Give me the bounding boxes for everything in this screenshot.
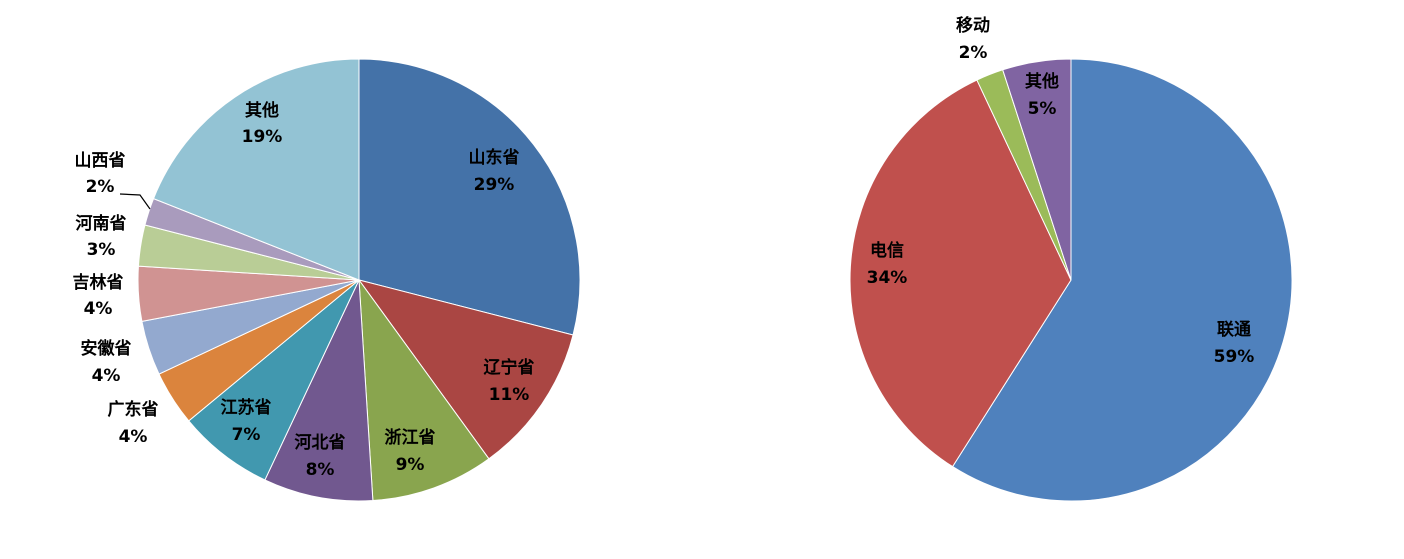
slice-label: 河南省 bbox=[76, 213, 127, 234]
slice-label: 安徽省 bbox=[81, 338, 132, 359]
slice-label: 其他 bbox=[245, 100, 279, 121]
pie-slice bbox=[264, 279, 374, 502]
pie-slice bbox=[357, 279, 574, 460]
slice-percent-label: 29% bbox=[474, 175, 515, 195]
slice-percent-label: 8% bbox=[306, 460, 335, 480]
pie-slice bbox=[152, 58, 360, 281]
slice-percent-label: 4% bbox=[119, 427, 148, 447]
slice-label: 江苏省 bbox=[221, 397, 272, 418]
slice-percent-label: 3% bbox=[87, 240, 116, 260]
slice-percent-label: 19% bbox=[242, 127, 283, 147]
leader-line bbox=[119, 193, 151, 210]
slice-percent-label: 11% bbox=[489, 385, 530, 405]
pie-slice bbox=[358, 58, 581, 336]
slice-label: 移动 bbox=[956, 15, 990, 36]
pie-slice bbox=[1002, 58, 1072, 281]
slice-percent-label: 9% bbox=[396, 455, 425, 475]
slice-percent-label: 34% bbox=[867, 268, 908, 288]
slice-label: 河北省 bbox=[295, 432, 346, 453]
slice-percent-label: 7% bbox=[232, 425, 261, 445]
slice-label: 电信 bbox=[870, 240, 904, 261]
slice-percent-label: 2% bbox=[959, 43, 988, 63]
pie-slice bbox=[951, 58, 1293, 502]
slice-label: 辽宁省 bbox=[484, 357, 535, 378]
slice-label: 其他 bbox=[1025, 71, 1059, 92]
slice-label: 联通 bbox=[1217, 320, 1251, 340]
pie-slice bbox=[358, 278, 490, 502]
slice-label: 山西省 bbox=[75, 150, 126, 171]
slice-percent-label: 4% bbox=[84, 299, 113, 319]
slice-percent-label: 2% bbox=[86, 177, 115, 197]
slice-label: 广东省 bbox=[108, 399, 159, 420]
pie-chart-1: 山东省 29% 辽宁省 11% 浙江省 9% 河北省 8% 江苏省 7% 广东省 4% 安徽省 4% 吉林省… bbox=[73, 58, 581, 502]
slice-label: 山东省 bbox=[469, 147, 520, 168]
pie-slice bbox=[849, 79, 1072, 468]
pie-chart-2: 联通 59% 电信 34% 移动 2% 其他 5% bbox=[849, 15, 1293, 502]
slice-percent-label: 59% bbox=[1214, 347, 1255, 367]
slice-percent-label: 4% bbox=[92, 366, 121, 386]
slice-percent-label: 5% bbox=[1028, 99, 1057, 119]
slice-label: 浙江省 bbox=[385, 427, 436, 448]
slice-label: 吉林省 bbox=[73, 272, 124, 293]
